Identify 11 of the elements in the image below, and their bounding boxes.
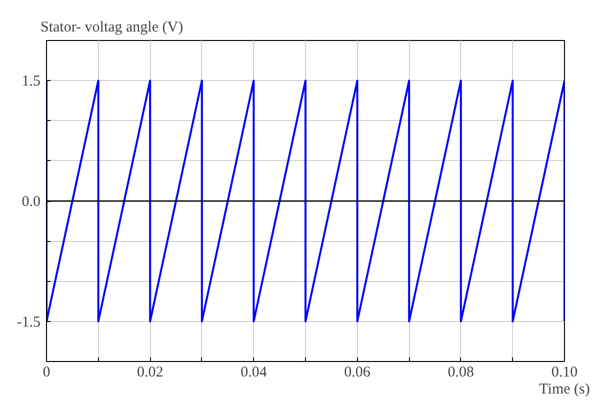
- x-tick-label: 0.06: [344, 364, 371, 380]
- y-tick-label: 1.5: [22, 74, 40, 90]
- text: 0.02: [136, 364, 164, 380]
- x-tick-label: 0.08: [448, 364, 474, 380]
- x-tick-label: 0.10: [551, 364, 578, 380]
- x-tick-label: 0.04: [240, 364, 268, 380]
- y-tick-label: -1.5: [16, 314, 41, 330]
- x-tick-label: 0: [42, 364, 50, 380]
- x-axis-title: Time (s): [539, 382, 590, 398]
- chart-title: Stator- voltag angle (V): [40, 20, 184, 36]
- y-tick-label: 0.0: [22, 194, 40, 210]
